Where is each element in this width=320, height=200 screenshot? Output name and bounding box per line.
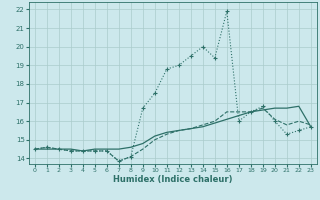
X-axis label: Humidex (Indice chaleur): Humidex (Indice chaleur) <box>113 175 233 184</box>
